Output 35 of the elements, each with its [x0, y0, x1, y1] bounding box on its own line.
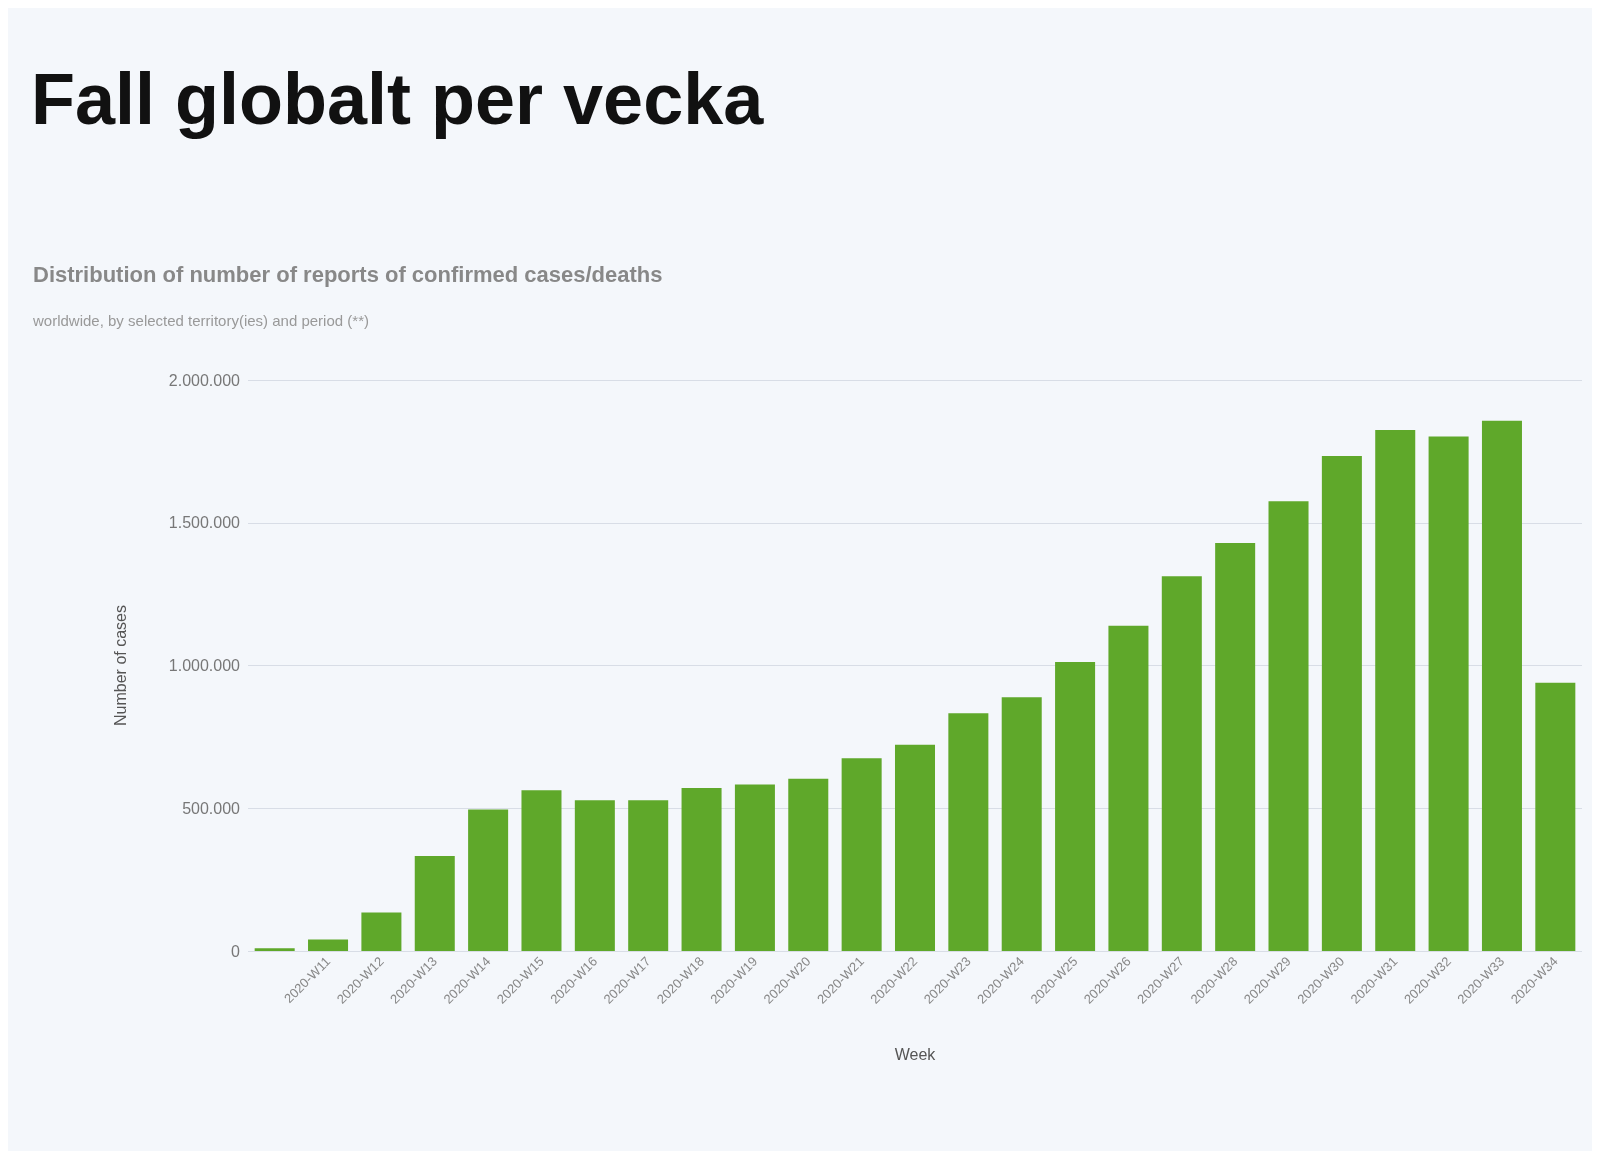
bar: [1268, 501, 1309, 951]
y-tick-label: 1.000.000: [168, 657, 241, 674]
bar: [1535, 682, 1576, 951]
bar: [1215, 543, 1256, 951]
y-tick-label: 0: [231, 942, 241, 960]
bar: [681, 787, 722, 951]
bar: [361, 912, 402, 951]
x-axis-title: Week: [894, 1045, 937, 1063]
bar: [308, 939, 349, 951]
text: worldwide, by selected territory(ies) and period (**): [32, 312, 369, 329]
bar: [1001, 697, 1042, 951]
bar: [414, 855, 455, 951]
bar: [1428, 436, 1469, 951]
bar: [1481, 420, 1522, 951]
bar: [468, 809, 509, 951]
bar: [1321, 455, 1362, 951]
y-axis-title: Number of cases: [111, 605, 129, 726]
chart-subtitle: Distribution of number of reports of confirmed cases/deaths: [33, 261, 663, 287]
bar: [841, 758, 882, 951]
bar: [788, 778, 829, 951]
bar: [1108, 625, 1149, 951]
y-tick-label: 2.000.000: [168, 371, 241, 389]
bar: [734, 784, 775, 951]
bar: [948, 713, 989, 951]
bar: [628, 800, 669, 951]
bar: [521, 790, 562, 951]
bar: [574, 800, 615, 951]
bar: [254, 948, 295, 951]
chart-title: Fall globalt per vecka: [31, 59, 765, 139]
bar: [1161, 576, 1202, 951]
bar: [1375, 429, 1416, 951]
y-tick-label: 1.500.000: [168, 514, 241, 532]
y-tick-label: 500.000: [182, 799, 241, 817]
bar: [1055, 662, 1096, 951]
bar: [894, 744, 936, 951]
